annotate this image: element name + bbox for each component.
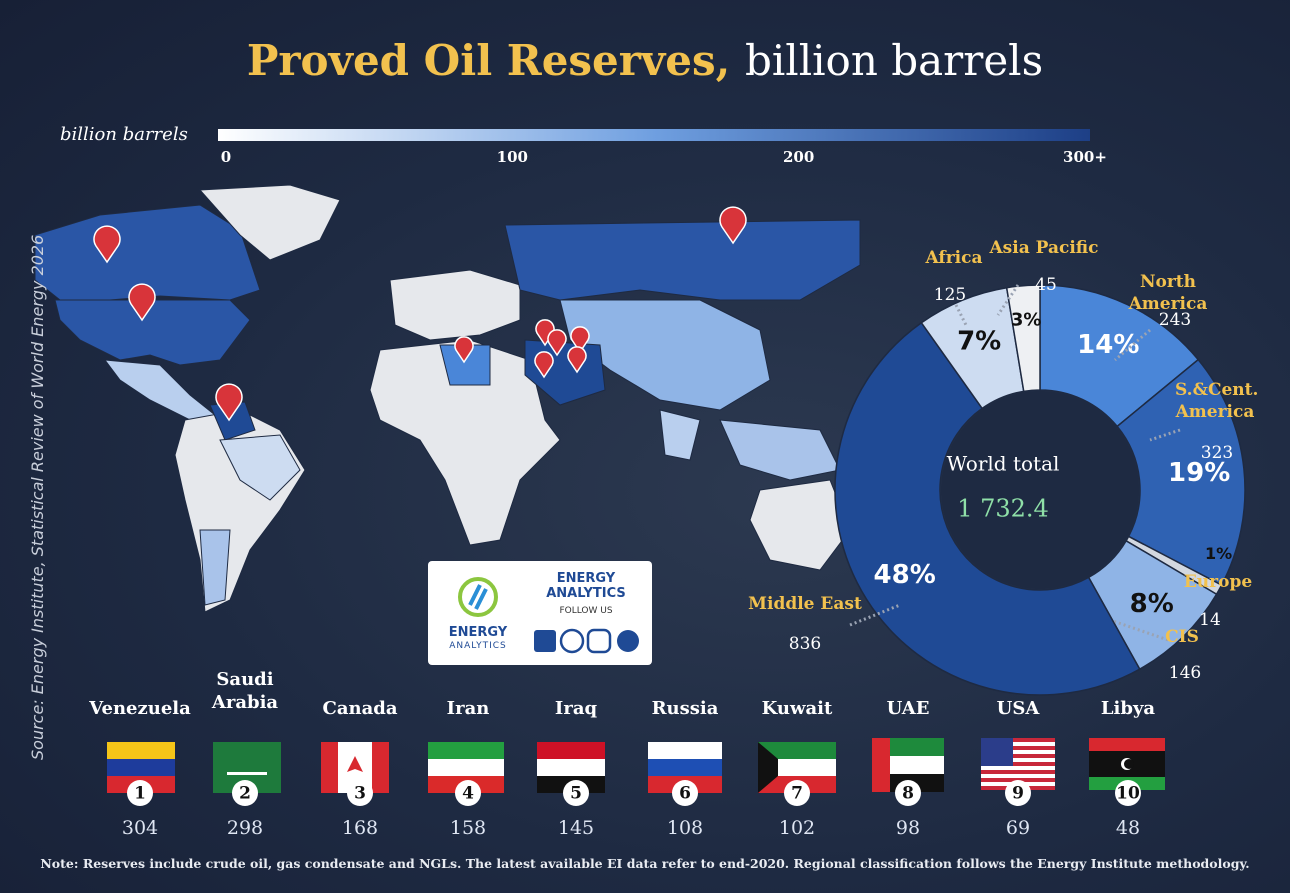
donut-slice [834,321,1141,696]
percent-label: 19% [1168,458,1230,488]
rank-badge [784,780,810,806]
region-label: North America [1128,272,1208,314]
rank-badge [127,780,153,806]
telegram-icon[interactable] [559,628,585,654]
country-name: Libya [1100,698,1156,719]
region-value: 836 [788,634,822,654]
region-label: Asia Pacific [989,238,1099,258]
rank-number: 10 [1116,784,1140,804]
country-value: 304 [121,817,159,839]
color-scale-tick: 100 [496,148,528,166]
country-name: Russia [651,698,719,719]
rank-number: 5 [570,784,582,804]
title-rest: billion barrels [744,36,1044,85]
country-value: 168 [341,817,379,839]
color-scale-tick: 0 [220,148,232,166]
region-value: 323 [1200,443,1234,463]
title-highlight: Proved Oil Reserves, [246,36,731,85]
donut-slice [1116,358,1246,587]
flags [107,738,1165,793]
rank-number: 3 [354,784,366,804]
social-icons [534,628,639,654]
country-value: 98 [895,817,921,839]
leader-line [1109,618,1169,642]
rank-badge [232,780,258,806]
note: Note: Reserves include crude oil, gas co… [40,856,1250,871]
rank-number: 7 [791,784,803,804]
center-label: World total [947,452,1060,476]
rank-number: 8 [902,784,914,804]
country-value: 69 [1005,817,1031,839]
linkedin-icon[interactable] [534,630,556,652]
region-value: 45 [1035,275,1057,295]
logo-title: ENERGY ANALYTICS [546,571,626,601]
map-pins [93,206,747,422]
rank-number: 9 [1012,784,1024,804]
logo-name-bottom: ANALYTICS [449,641,507,651]
rank-badge [1005,780,1031,806]
title: Proved Oil Reserves, billion barrels [0,36,1290,85]
total-value: 1 732.4 [957,495,1049,523]
facebook-icon[interactable] [617,630,639,652]
percent-label: 3% [1011,310,1042,331]
logo-follow: FOLLOW US [559,606,613,616]
rank-number: 2 [239,784,251,804]
instagram-icon[interactable] [586,628,612,654]
country-value: 158 [449,817,487,839]
country-name: Saudi Arabia [211,669,279,713]
rank-number: 1 [134,784,146,804]
country-name: Iraq [554,698,598,719]
leader-line [996,284,1020,316]
color-scale-tick: 200 [783,148,815,166]
region-label: Europe [1183,572,1253,592]
rank-badge [347,780,373,806]
region-label: Africa [925,248,983,268]
logo-name-top: ENERGY [448,625,508,640]
country-value: 108 [666,817,704,839]
source: Source: Energy Institute, Statistical Re… [28,234,47,760]
percent-label: 8% [1130,589,1174,619]
country-value: 102 [778,817,816,839]
logo-box: ENERGY ANALYTICS ENERGY ANALYTICS FOLLOW… [428,561,652,665]
leader-line [1149,428,1181,442]
color-scale-label: billion barrels [60,124,188,145]
region-label: Middle East [748,594,862,614]
rank-number: 6 [679,784,691,804]
color-scale-bar [218,129,1090,141]
logo-mark [458,577,498,617]
rank-number: 4 [462,784,474,804]
leader-line [849,603,901,627]
percent-label: 1% [1205,544,1232,563]
region-value: 146 [1168,663,1202,683]
region-value: 14 [1199,610,1221,630]
country-name: Canada [322,698,398,719]
country-name: Venezuela [89,698,191,719]
country-value: 48 [1115,817,1141,839]
rank-badge [1115,780,1141,806]
color-scale-tick: 300+ [1063,148,1107,166]
leader-line [954,304,968,326]
region-label: CIS [1165,627,1199,647]
rank-badge [672,780,698,806]
rank-badge [895,780,921,806]
percent-label: 48% [874,560,936,590]
country-name: Kuwait [761,698,833,719]
country-name: USA [996,698,1040,719]
rank-badge [455,780,481,806]
rank-badge [563,780,589,806]
country-value: 145 [557,817,595,839]
country-name: UAE [886,698,930,719]
percent-label: 14% [1077,330,1139,360]
region-label: S.&Cent. America [1175,380,1259,422]
donut-hole [941,391,1139,589]
world-map [34,184,861,613]
percent-label: 7% [957,327,1001,357]
country-value: 298 [226,817,264,839]
country-name: Iran [446,698,490,719]
region-value: 243 [1158,310,1192,330]
region-value: 125 [933,285,967,305]
